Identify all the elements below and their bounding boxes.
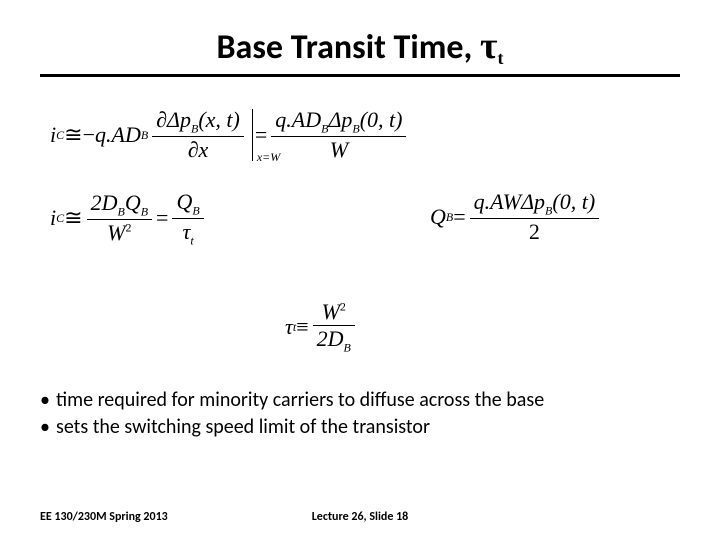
eq2-num-a: 2D — [91, 190, 118, 215]
eq1-eval: x=W — [257, 150, 280, 165]
bullet-2-row: • sets the switching speed limit of the … — [40, 414, 680, 441]
eq4-def: ≡ — [296, 314, 308, 340]
eq4-num-a: W — [322, 299, 340, 324]
eq1-eq: = — [255, 122, 267, 148]
eq2-rden: τt — [178, 219, 197, 248]
eq2-rnum: QB — [172, 189, 203, 218]
equation-ic-1: iC ≅ − q.ADB ∂ΔpB(x, t) ∂x x=W = q.ADBΔp… — [50, 107, 410, 163]
eq4-den-a: 2D — [317, 326, 344, 351]
eq2-eq: = — [156, 205, 168, 231]
title-wrap: Base Transit Time, τt — [40, 24, 680, 68]
eq4-lhs: τ — [285, 314, 293, 340]
eq2-rnum-sub: B — [192, 203, 199, 217]
eq1-rnum-tail: (0, t) — [360, 107, 403, 132]
equation-qb: QB = q.AWΔpB(0, t) 2 — [430, 189, 603, 245]
eq4-den: 2DB — [313, 326, 355, 355]
slide-title: Base Transit Time, τt — [217, 24, 504, 68]
eq3-num-a: q.AWΔp — [474, 189, 545, 214]
tau-symbol: τ — [480, 25, 498, 67]
eq2-num-sub1: B — [117, 205, 124, 219]
equation-ic-2: iC ≅ 2DBQB W2 = QB τt — [50, 189, 208, 248]
eq2-num-b: Q — [125, 190, 141, 215]
eq3-eq: = — [453, 204, 465, 230]
eq3-lhs-sub: B — [446, 210, 453, 225]
eq1-num-tail: (x, t) — [198, 107, 240, 132]
eq1-frac: ∂ΔpB(x, t) ∂x — [152, 107, 244, 163]
tau-sub: t — [497, 48, 503, 68]
eq1-i-sub: C — [56, 128, 64, 143]
bullet-1: time required for minority carriers to d… — [56, 387, 544, 414]
eq4-num: W2 — [318, 299, 350, 325]
title-rule — [40, 74, 680, 77]
eq2-rnum-a: Q — [176, 189, 192, 214]
bullet-2: sets the switching speed limit of the tr… — [56, 414, 430, 441]
bullet-dot-icon: • — [40, 387, 56, 414]
equation-taut: τt ≡ W2 2DB — [285, 299, 359, 355]
equations-area: iC ≅ − q.ADB ∂ΔpB(x, t) ∂x x=W = q.ADBΔp… — [40, 99, 680, 379]
eq1-rfrac: q.ADBΔpB(0, t) W — [271, 107, 406, 163]
eq4-num-exp: 2 — [340, 300, 346, 314]
eq1-neg: − — [83, 122, 95, 148]
eq1-rnum-a: q.AD — [275, 107, 321, 132]
eq2-den-exp: 2 — [125, 221, 131, 235]
eq1-approx: ≅ — [64, 122, 82, 148]
eq1-rnum-b: Δp — [328, 107, 352, 132]
eq2-den-a: W — [107, 220, 125, 245]
eq2-frac1: 2DBQB W2 — [87, 190, 152, 246]
eq2-frac2: QB τt — [172, 189, 203, 248]
eq4-frac: W2 2DB — [313, 299, 355, 355]
eq4-den-sub: B — [344, 341, 351, 355]
eq1-num: ∂ΔpB(x, t) — [152, 107, 244, 136]
eq1-den: ∂x — [184, 137, 213, 163]
eq2-num-sub2: B — [141, 205, 148, 219]
eq3-num: q.AWΔpB(0, t) — [470, 189, 599, 218]
eq1-qad: q.AD — [95, 122, 141, 148]
slide: Base Transit Time, τt iC ≅ − q.ADB ∂ΔpB(… — [0, 0, 720, 540]
eq1-rnum: q.ADBΔpB(0, t) — [271, 107, 406, 136]
eq1-num-a: ∂Δp — [156, 107, 191, 132]
eq3-frac: q.AWΔpB(0, t) 2 — [470, 189, 599, 245]
footer: EE 130/230M Spring 2013 Lecture 26, Slid… — [40, 510, 680, 524]
eq3-num-tail: (0, t) — [552, 189, 595, 214]
eq3-den: 2 — [525, 219, 544, 245]
eq2-num: 2DBQB — [87, 190, 152, 219]
bullets: • time required for minority carriers to… — [40, 387, 680, 441]
eq2-rden-sub: t — [190, 233, 193, 247]
bullet-dot-icon: • — [40, 414, 56, 441]
eq2-i-sub: C — [56, 211, 64, 226]
eq1-rnum-sub2: B — [352, 121, 359, 135]
bullet-1-row: • time required for minority carriers to… — [40, 387, 680, 414]
eq2-den: W2 — [103, 220, 135, 246]
eq1-rden: W — [326, 137, 352, 163]
eq3-lhs: Q — [430, 204, 446, 230]
title-text: Base Transit Time, — [217, 27, 480, 68]
footer-center: Lecture 26, Slide 18 — [40, 510, 680, 524]
eq1-evalbar: x=W — [252, 109, 253, 161]
eq2-approx: ≅ — [64, 205, 82, 231]
eq1-qad-sub: B — [141, 128, 148, 143]
